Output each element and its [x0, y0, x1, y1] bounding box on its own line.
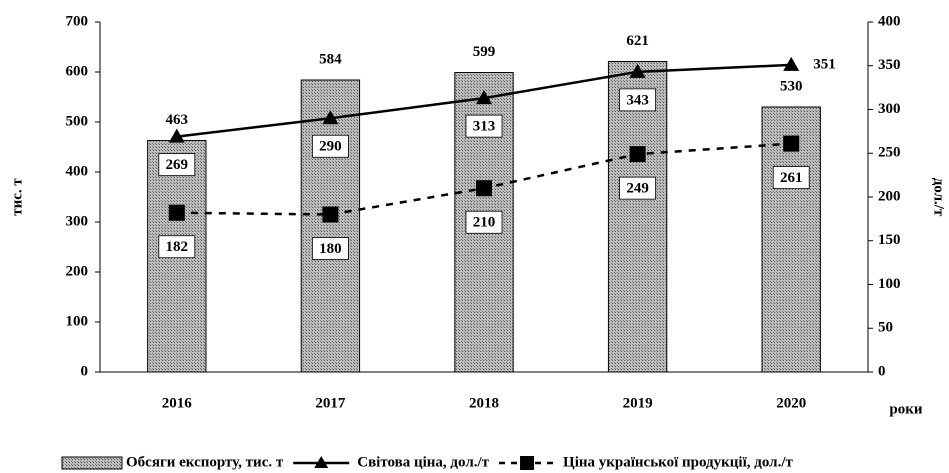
data-label-box	[311, 237, 349, 260]
marker	[322, 110, 339, 125]
y-tick-label: 0	[81, 363, 89, 379]
y2-tick-label: 250	[878, 145, 901, 161]
data-label-box	[465, 114, 503, 138]
data-label: 249	[626, 181, 649, 197]
marker	[783, 56, 800, 71]
data-label: 530	[780, 78, 803, 94]
y2-tick-label: 150	[878, 232, 901, 248]
x-tick-label: 2018	[469, 395, 499, 411]
data-label: 210	[473, 215, 496, 231]
data-label: 269	[166, 157, 189, 173]
y2-tick-label: 50	[878, 320, 893, 336]
x-tick-label: 2017	[315, 395, 346, 411]
data-label: 290	[319, 139, 342, 155]
y2-axis-label: дол./т	[931, 178, 947, 217]
data-label-box	[772, 166, 810, 190]
x-tick-label: 2016	[162, 395, 193, 411]
marker	[783, 135, 800, 152]
marker	[168, 204, 185, 221]
legend-marker	[314, 456, 329, 468]
legend-label: Обсяги експорту, тис. т	[126, 454, 284, 470]
y-axis-label: тис. т	[9, 178, 25, 216]
y2-tick-label: 400	[878, 13, 901, 29]
y-tick-label: 100	[66, 313, 89, 329]
marker	[476, 180, 492, 197]
y-tick-label: 700	[66, 13, 89, 29]
marker	[168, 128, 185, 143]
marker	[629, 146, 646, 163]
bar	[607, 61, 668, 373]
marker	[476, 90, 492, 105]
x-tick-label: 2019	[623, 395, 653, 411]
data-label: 463	[166, 112, 189, 128]
legend-label: Світова ціна, дол./т	[357, 454, 489, 470]
y-tick-label: 400	[66, 163, 89, 179]
data-label-box	[465, 210, 503, 234]
legend-swatch	[61, 456, 123, 470]
data-label: 621	[626, 33, 649, 49]
y2-tick-label: 100	[878, 276, 901, 292]
y2-tick-label: 300	[878, 101, 901, 117]
legend-label: Ціна української продукції, дол./т	[563, 454, 793, 470]
marker	[322, 206, 339, 223]
y2-tick-label: 350	[878, 57, 901, 73]
y2-tick-label: 200	[878, 188, 901, 204]
y-tick-label: 500	[66, 113, 89, 129]
data-label-box	[158, 235, 196, 259]
data-label-box	[158, 153, 196, 177]
legend-marker	[520, 456, 535, 470]
data-label: 584	[319, 51, 342, 67]
data-label-box	[619, 176, 656, 200]
data-label: 599	[473, 44, 496, 60]
data-label: 351	[813, 56, 836, 72]
data-label: 180	[319, 241, 342, 257]
data-label: 343	[626, 92, 649, 108]
data-label: 313	[473, 119, 496, 135]
y-tick-label: 300	[66, 213, 89, 229]
data-label-box	[619, 88, 656, 112]
y-tick-label: 600	[66, 63, 89, 79]
x-axis-label: роки	[889, 401, 922, 417]
y2-tick-label: 0	[878, 363, 886, 379]
data-label: 182	[166, 239, 189, 255]
y-tick-label: 200	[66, 263, 89, 279]
x-tick-label: 2020	[776, 395, 806, 411]
marker	[629, 63, 646, 78]
data-label: 261	[780, 170, 803, 186]
data-label-box	[311, 134, 349, 158]
bar	[300, 79, 361, 373]
